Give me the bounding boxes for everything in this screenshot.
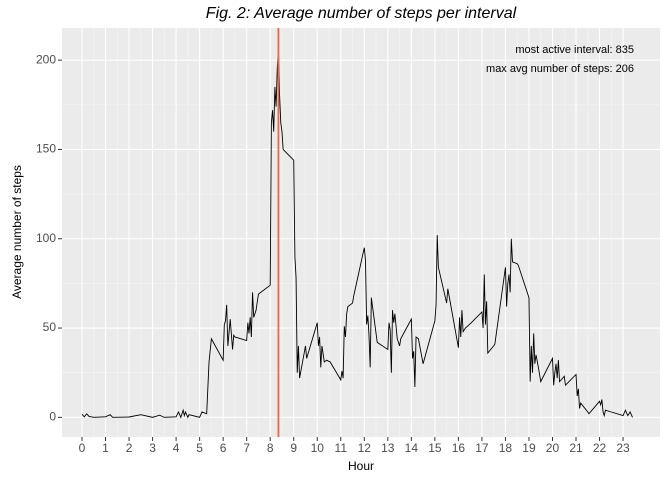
x-tick-label: 17 [475,441,489,455]
x-tick-label: 13 [381,441,395,455]
x-tick-label: 9 [290,441,297,455]
x-tick-label: 5 [196,441,203,455]
panel [62,28,660,437]
annotation: max avg number of steps: 206 [486,63,634,75]
y-tick-label: 100 [36,231,56,245]
x-tick-label: 3 [149,441,156,455]
x-tick-label: 12 [358,441,372,455]
y-tick-label: 150 [36,142,56,156]
x-tick-label: 10 [311,441,325,455]
x-tick-label: 2 [126,441,133,455]
x-tick-label: 19 [522,441,536,455]
x-tick-label: 21 [569,441,583,455]
x-tick-label: 11 [335,441,348,455]
x-tick-label: 4 [173,441,180,455]
y-axis-title: Average number of steps [10,165,24,299]
chart-title: Fig. 2: Average number of steps per inte… [206,5,517,22]
x-tick-label: 7 [243,441,250,455]
y-tick-label: 50 [43,320,57,334]
x-axis-title: Hour [348,459,374,473]
x-tick-label: 8 [267,441,274,455]
annotation: most active interval: 835 [515,44,634,56]
x-tick-label: 15 [428,441,442,455]
x-tick-label: 0 [79,441,86,455]
x-tick-label: 14 [405,441,419,455]
x-tick-label: 1 [102,441,109,455]
x-tick-label: 6 [220,441,227,455]
x-tick-label: 22 [593,441,607,455]
data-line [81,49,633,419]
x-tick-label: 16 [452,441,466,455]
y-tick-label: 200 [36,52,56,66]
x-tick-label: 18 [499,441,513,455]
y-tick-label: 0 [49,410,56,424]
x-tick-label: 20 [546,441,560,455]
x-tick-label: 23 [616,441,630,455]
